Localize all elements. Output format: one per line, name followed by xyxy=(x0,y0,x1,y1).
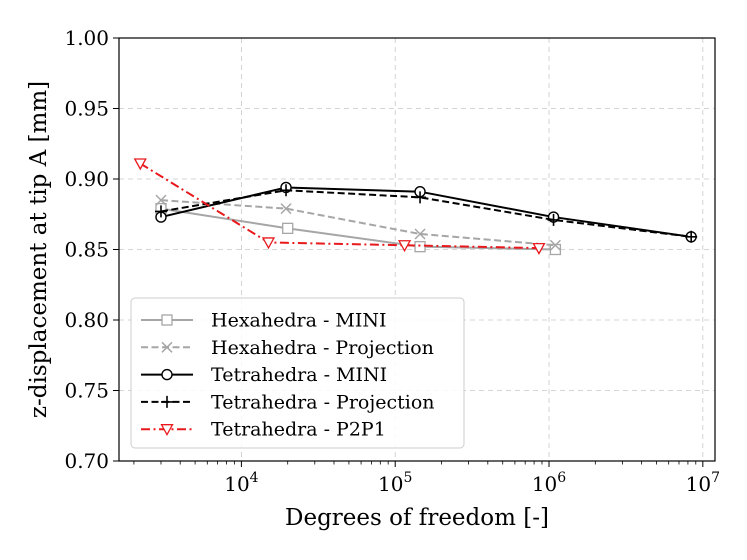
legend-swatch-marker xyxy=(161,368,173,381)
x-tick-label: 105 xyxy=(378,470,412,496)
x-tick-label-exponent: 7 xyxy=(711,470,720,486)
y-tick-label: 0.90 xyxy=(64,167,109,191)
data-point xyxy=(547,213,560,226)
x-tick-label-base: 10 xyxy=(532,472,557,496)
x-tick-label-base: 10 xyxy=(378,472,403,496)
series-hexahedra-projection xyxy=(155,194,561,251)
data-point xyxy=(397,240,412,253)
data-point xyxy=(155,194,167,206)
legend-swatch-marker xyxy=(161,314,173,326)
x-tick-label: 106 xyxy=(532,470,566,496)
legend-box xyxy=(130,297,465,449)
series-tetrahedra-p2p1 xyxy=(133,158,546,255)
data-point xyxy=(154,205,167,218)
data-point xyxy=(685,230,698,243)
x-tick-label-base: 10 xyxy=(686,472,711,496)
legend-swatch-marker xyxy=(161,341,173,353)
y-tick-label: 0.75 xyxy=(64,379,109,403)
data-point xyxy=(414,241,426,253)
data-point xyxy=(133,158,147,171)
x-tick-label-exponent: 5 xyxy=(403,470,412,486)
series-line xyxy=(160,199,556,247)
data-point xyxy=(280,203,292,215)
legend-label: Hexahedra - MINI xyxy=(211,310,387,332)
series-line xyxy=(160,207,556,251)
series-line xyxy=(160,186,692,238)
y-tick-label: 0.70 xyxy=(64,449,109,473)
y-tick-label: 0.95 xyxy=(64,97,109,121)
data-point xyxy=(532,242,546,255)
x-tick-label-base: 10 xyxy=(224,472,249,496)
series-line xyxy=(139,162,539,250)
data-point xyxy=(280,184,293,197)
x-tick-label: 104 xyxy=(224,470,258,496)
data-point xyxy=(261,237,276,250)
legend-label: Tetrahedra - P2P1 xyxy=(211,419,386,441)
x-tick-label-exponent: 6 xyxy=(557,470,566,486)
data-point xyxy=(282,222,294,235)
x-axis-label: Degrees of freedom [-] xyxy=(285,505,549,531)
series-line xyxy=(160,189,692,238)
y-tick-label: 1.00 xyxy=(64,26,109,50)
data-point xyxy=(414,228,426,240)
data-point xyxy=(549,239,561,251)
y-axis-label: z-displacement at tip A [mm] xyxy=(26,81,52,418)
y-tick-label: 0.85 xyxy=(64,238,109,262)
legend-swatch-marker xyxy=(160,424,174,437)
legend-label: Hexahedra - Projection xyxy=(211,337,434,359)
series-tetrahedra-mini xyxy=(155,181,697,243)
legend-swatch-marker xyxy=(161,395,173,408)
x-tick-label-exponent: 4 xyxy=(250,470,259,486)
x-tick-label: 107 xyxy=(686,470,720,496)
y-tick-label: 0.80 xyxy=(64,308,109,332)
legend: Hexahedra - MINI Hexahedra - Projection Te… xyxy=(130,297,465,449)
plot-series xyxy=(133,158,698,256)
legend-label: Tetrahedra - MINI xyxy=(211,364,387,386)
legend-label: Tetrahedra - Projection xyxy=(211,391,435,413)
series-tetrahedra-projection xyxy=(154,184,698,243)
data-point xyxy=(414,191,427,204)
